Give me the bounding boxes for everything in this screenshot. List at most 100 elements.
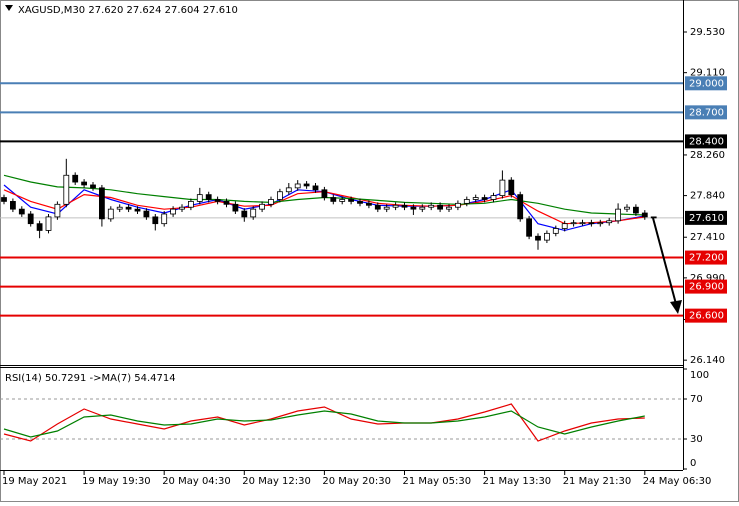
rsi-title: RSI(14) 50.7291 ->MA(7) 54.4714 — [5, 373, 176, 384]
candle-body — [374, 204, 381, 210]
candle-body — [72, 174, 79, 183]
title-marker — [5, 5, 13, 11]
candle-body — [419, 206, 426, 210]
y-tick-label: 27.410 — [690, 232, 725, 243]
candle-body — [544, 232, 550, 241]
level-label-box — [685, 105, 727, 120]
level-label: 26.600 — [689, 311, 724, 322]
candle-body — [18, 208, 25, 215]
candle-body — [268, 199, 274, 205]
candle-body — [588, 222, 595, 225]
candle-body — [9, 201, 16, 210]
candle-body — [454, 202, 461, 208]
y-tick-label: 26.140 — [690, 355, 725, 366]
candle-body — [526, 218, 532, 237]
candle-body — [161, 213, 168, 225]
arrow-head — [670, 300, 682, 314]
candle-body — [624, 206, 630, 210]
y-tick-label: 29.110 — [690, 68, 725, 79]
candle-body — [499, 179, 506, 196]
x-tick-label: 19 May 2021 — [2, 476, 67, 487]
candle-body — [134, 208, 141, 212]
chart-title: XAGUSD,M30 27.620 27.624 27.604 27.610 — [18, 5, 238, 16]
candle-body — [196, 194, 203, 202]
candle-body — [276, 191, 283, 200]
level-label: 28.400 — [689, 136, 724, 147]
y-tick-label: 29.530 — [690, 27, 725, 38]
candle-body — [365, 202, 372, 206]
candle-body — [312, 185, 319, 191]
candle-body — [321, 189, 328, 198]
level-label-box — [685, 134, 727, 149]
level-label: 27.610 — [689, 213, 724, 224]
level-label-box — [685, 308, 727, 323]
candle-body — [90, 184, 96, 189]
candle-body — [570, 222, 577, 225]
candle-body — [232, 203, 239, 212]
candle-body — [428, 204, 435, 208]
rsi-ma-line — [3, 410, 645, 438]
candle-body — [187, 201, 194, 208]
y-tick-label: 27.840 — [690, 191, 725, 202]
candle-body — [259, 203, 266, 210]
candle-body — [125, 206, 132, 210]
candle-body — [214, 199, 221, 202]
candle-body — [294, 183, 301, 189]
candle-body — [517, 194, 524, 220]
candle-body — [99, 187, 105, 220]
rsi-tick-label: 70 — [690, 394, 703, 405]
candle-body — [63, 174, 70, 205]
candle-body — [633, 206, 639, 214]
candle-body — [36, 223, 43, 231]
rsi-tick-label: 30 — [690, 434, 703, 445]
rsi-tick-label: 0 — [690, 458, 696, 469]
candle-body — [463, 199, 470, 204]
y-tick-label: 26.990 — [690, 273, 725, 284]
plot-layer: 26.14026.56026.99027.41027.84028.26029.1… — [0, 27, 727, 487]
candle-body — [107, 208, 114, 220]
rsi-tick-label: 100 — [690, 370, 709, 381]
candle-body — [410, 206, 417, 210]
candle-body — [143, 210, 150, 218]
candle-body — [383, 206, 390, 210]
candle-body — [27, 213, 34, 225]
level-label: 28.700 — [689, 107, 724, 118]
level-label-box — [685, 250, 727, 265]
x-tick-label: 20 May 04:30 — [162, 476, 231, 487]
candle-body — [330, 197, 337, 202]
x-tick-label: 20 May 12:30 — [242, 476, 311, 487]
candle-body — [45, 216, 52, 231]
level-label-box — [685, 210, 727, 225]
x-tick-label: 20 May 20:30 — [322, 476, 391, 487]
candle-body — [348, 199, 355, 202]
x-tick-label: 19 May 19:30 — [82, 476, 151, 487]
level-label-box — [685, 76, 727, 91]
x-tick-label: 21 May 05:30 — [403, 476, 472, 487]
candle-body — [81, 181, 87, 186]
candle-body — [490, 195, 497, 200]
candle-body — [179, 206, 185, 210]
x-tick-label: 21 May 21:30 — [563, 476, 632, 487]
candle-body — [250, 208, 257, 218]
candle-body — [392, 204, 399, 208]
candle-body — [579, 222, 586, 225]
candle-body — [481, 197, 488, 200]
level-label: 27.200 — [689, 253, 724, 264]
forecast-arrow — [652, 217, 677, 305]
candle-body — [437, 204, 444, 210]
candle-body — [54, 203, 61, 218]
candle-body — [597, 222, 604, 225]
candle-body — [446, 206, 452, 210]
candle-body — [401, 204, 408, 208]
candle-body — [650, 216, 657, 219]
level-label: 26.900 — [689, 282, 724, 293]
candle-body — [606, 220, 613, 224]
candle-body — [615, 208, 621, 222]
candle-body — [205, 194, 212, 200]
candle-body — [241, 210, 248, 218]
y-tick-label: 28.260 — [690, 150, 725, 161]
candle-body — [152, 216, 159, 225]
level-label: 29.000 — [689, 78, 724, 89]
